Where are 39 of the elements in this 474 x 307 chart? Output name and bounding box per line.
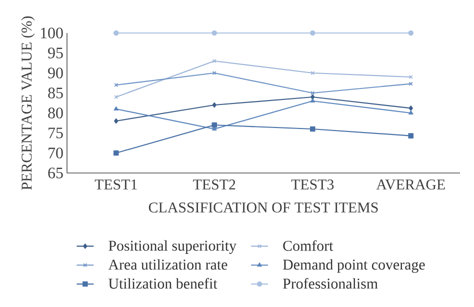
- legend-label: Utilization benefit: [108, 278, 218, 289]
- x-tick-label: AVERAGE: [376, 180, 445, 190]
- y-axis-title: PERCENTAGE VALUE (%): [21, 16, 35, 190]
- x-tick-label: TEST1: [94, 180, 137, 190]
- point: [212, 59, 216, 63]
- point: [310, 126, 316, 132]
- legend-label: Comfort: [283, 240, 334, 251]
- y-tick-label: 75: [48, 128, 63, 138]
- point: [408, 106, 413, 111]
- y-tick-label: 80: [48, 108, 63, 118]
- legend-label: Area utilization rate: [108, 259, 228, 270]
- point: [114, 106, 118, 111]
- point: [408, 133, 414, 138]
- y-tick-label: 65: [48, 168, 63, 178]
- y-tick-label: 70: [48, 148, 63, 158]
- y-tick-label: 100: [40, 28, 63, 38]
- point: [310, 98, 315, 103]
- legend-label: Positional superiority: [108, 240, 236, 254]
- point: [114, 118, 118, 124]
- x-tick-label: TEST3: [291, 180, 334, 190]
- point: [212, 71, 216, 75]
- point: [310, 94, 315, 100]
- point: [113, 30, 119, 36]
- x-axis-title: CLASSIFICATION OF TEST ITEMS: [148, 202, 378, 213]
- point: [113, 150, 119, 156]
- point: [408, 30, 414, 36]
- legend-label: Professionalism: [283, 278, 378, 289]
- point: [212, 122, 218, 128]
- y-tick-label: 85: [48, 88, 63, 98]
- y-tick-label: 90: [48, 68, 63, 78]
- y-tick-label: 95: [48, 48, 63, 58]
- point: [310, 91, 315, 95]
- x-tick-label: TEST2: [193, 180, 236, 190]
- point: [408, 110, 414, 115]
- legend-label: Demand point coverage: [283, 259, 425, 273]
- point: [212, 30, 218, 36]
- point: [212, 102, 216, 108]
- point: [310, 30, 316, 36]
- point: [310, 71, 315, 75]
